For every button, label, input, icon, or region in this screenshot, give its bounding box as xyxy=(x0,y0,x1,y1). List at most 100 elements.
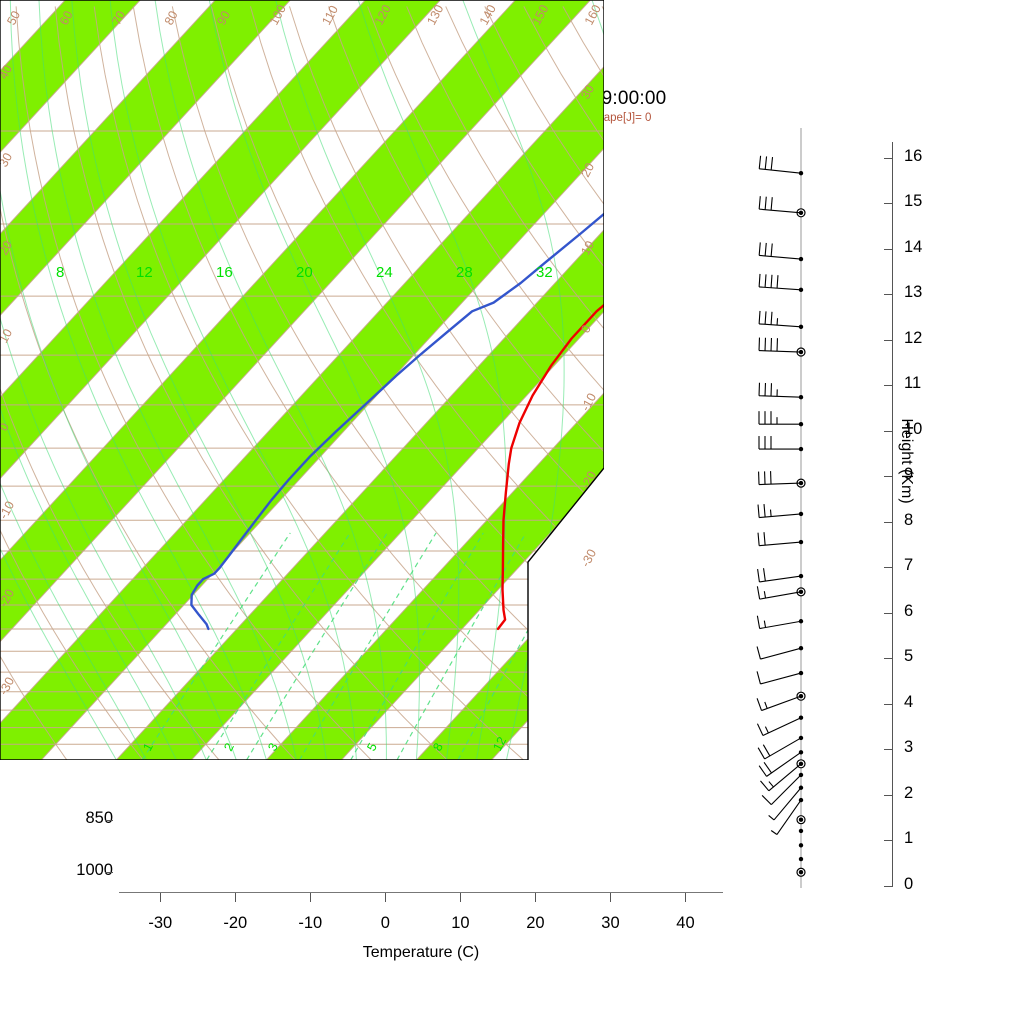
temperature-tick xyxy=(310,892,312,902)
height-axis-title: Height (Km) xyxy=(898,418,915,504)
isotherm-right-label: 10 xyxy=(578,239,597,258)
skewt-plot-area: 50 60 70 80 90 100 110 120 130 140 150 160 40 30 20 10 0… xyxy=(0,0,604,760)
wind-barb xyxy=(758,436,804,452)
temperature-axis-line xyxy=(119,892,723,893)
height-tick-label: 13 xyxy=(904,283,923,302)
theta-top-label: 50 xyxy=(4,9,23,28)
height-tick xyxy=(884,749,893,751)
height-tick-label: 12 xyxy=(904,328,923,347)
wind-barb xyxy=(758,471,806,488)
temperature-tick xyxy=(535,892,537,902)
thetae-label: 32 xyxy=(536,264,553,281)
wind-barb xyxy=(756,691,806,712)
temperature-axis-title: Temperature (C) xyxy=(362,944,480,961)
wind-barb xyxy=(796,815,806,825)
wind-barb xyxy=(768,785,804,821)
temperature-tick-label: -10 xyxy=(298,914,323,932)
height-tick-label: 5 xyxy=(904,647,914,666)
height-tick xyxy=(884,521,893,523)
wind-barb-panel xyxy=(723,128,873,888)
temperature-tick-label: 0 xyxy=(380,914,390,932)
temperature-tick xyxy=(685,892,687,902)
wind-barb xyxy=(758,411,804,427)
height-tick-label: 2 xyxy=(904,783,914,802)
skewt-canvas: 50 60 70 80 90 100 110 120 130 140 150 160403020100… xyxy=(0,0,604,760)
wind-barb xyxy=(758,196,806,218)
wind-barb xyxy=(758,310,804,330)
height-tick xyxy=(884,157,893,159)
pressure-tick-label: 1000 xyxy=(76,861,113,880)
height-tick-label: 10 xyxy=(904,419,923,438)
wind-barb xyxy=(757,568,804,583)
height-tick-label: 0 xyxy=(904,875,914,893)
isotherm-right-label: -30 xyxy=(578,547,599,570)
wind-barb xyxy=(756,586,806,600)
height-tick-label: 11 xyxy=(904,374,922,393)
wind-barb xyxy=(758,750,804,777)
thetae-label: 24 xyxy=(376,264,393,281)
height-axis: 0 1 2 3 4 5 6 7 8 9 10 11 12 13 14 15 16 xyxy=(878,128,1018,893)
theta-top-label: 60 xyxy=(57,9,76,28)
height-tick-label: 4 xyxy=(904,692,914,711)
height-tick xyxy=(884,339,893,341)
thetae-label: 12 xyxy=(136,264,153,281)
pressure-tick-label: 850 xyxy=(85,808,113,827)
wind-barb xyxy=(756,715,804,736)
thetae-label: 20 xyxy=(296,264,313,281)
wind-barb xyxy=(758,382,804,400)
temperature-tick xyxy=(160,892,162,902)
height-tick-label: 15 xyxy=(904,192,923,211)
wind-barb xyxy=(770,797,804,835)
height-tick xyxy=(884,248,893,250)
pressure-tick xyxy=(105,872,113,874)
height-tick xyxy=(884,476,893,478)
wind-barb xyxy=(757,504,804,519)
height-tick-label: 14 xyxy=(904,237,923,256)
height-tick xyxy=(884,294,893,296)
height-tick-label: 16 xyxy=(904,146,923,165)
temperature-tick-label: 10 xyxy=(451,914,470,932)
height-tick-label: 1 xyxy=(904,829,914,848)
wind-barb xyxy=(796,867,806,877)
height-tick-label: 6 xyxy=(904,601,914,620)
temperature-tick xyxy=(460,892,462,902)
temperature-tick-label: 20 xyxy=(526,914,545,932)
height-tick xyxy=(884,840,893,842)
height-tick xyxy=(884,658,893,660)
height-tick xyxy=(884,385,893,387)
thetae-label: 8 xyxy=(56,264,64,281)
height-tick xyxy=(884,886,893,887)
temperature-axis: -30 -20 -10 0 10 20 30 40 xyxy=(119,892,723,952)
theta-top-label: 80 xyxy=(162,9,181,28)
wind-barb xyxy=(758,242,804,262)
wind-barb-canvas xyxy=(756,128,806,888)
pressure-tick xyxy=(105,819,113,821)
wind-barb xyxy=(798,856,804,862)
wind-barb xyxy=(757,735,804,760)
wind-barb xyxy=(757,532,804,547)
temperature-tick-label: -20 xyxy=(223,914,248,932)
temperature-tick-label: 40 xyxy=(676,914,695,932)
height-tick xyxy=(884,567,893,569)
wind-barb xyxy=(798,828,804,834)
isotherm-right-label: 30 xyxy=(578,83,597,102)
isotherm-right-label: 20 xyxy=(578,161,597,180)
theta-left-label: 0 xyxy=(0,421,12,434)
wind-barb xyxy=(760,759,806,792)
theta-top-label: 70 xyxy=(109,9,128,28)
wind-barb xyxy=(756,670,804,685)
height-tick-label: 9 xyxy=(904,465,914,484)
thetae-label: 28 xyxy=(456,264,473,281)
temperature-tick xyxy=(610,892,612,902)
height-axis-line xyxy=(892,142,893,886)
wind-barb xyxy=(758,273,804,293)
height-tick-label: 3 xyxy=(904,738,914,757)
mixing-ratio-label: 12 xyxy=(490,735,509,754)
wind-barb xyxy=(756,645,804,660)
wind-barb xyxy=(761,772,804,805)
wind-barb xyxy=(756,615,804,630)
wind-barb xyxy=(758,155,804,176)
theta-top-label: 90 xyxy=(214,9,233,28)
height-tick xyxy=(884,703,893,705)
